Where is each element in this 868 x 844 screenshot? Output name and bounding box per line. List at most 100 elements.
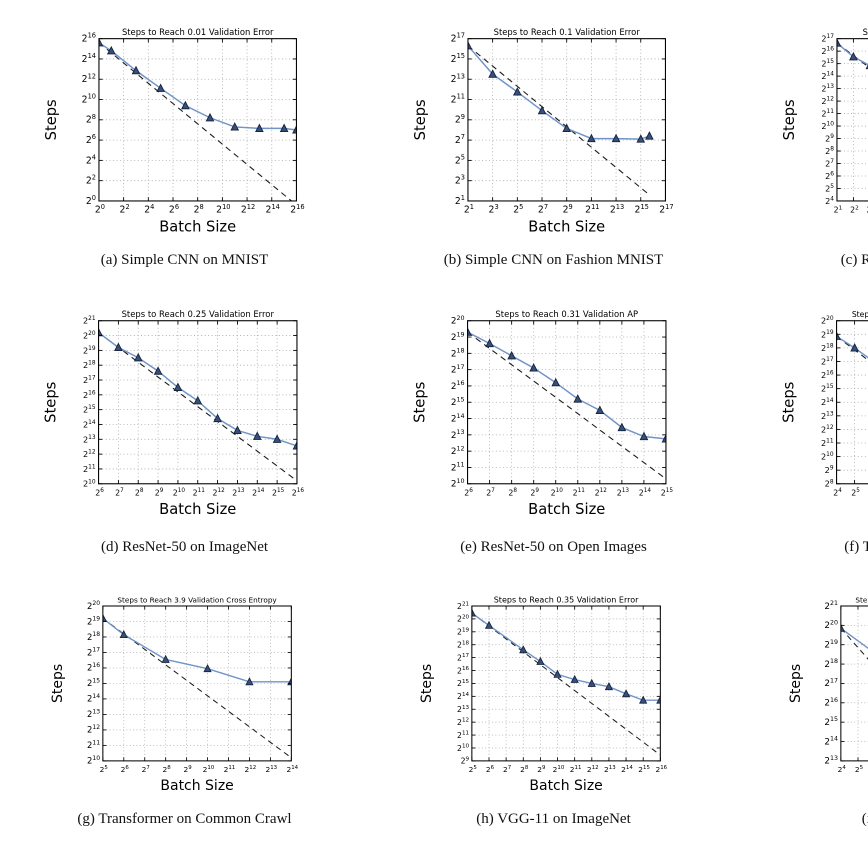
x-tick-label: 29: [530, 488, 539, 497]
x-tick-label: 24: [144, 203, 154, 216]
x-tick-label: 212: [245, 765, 257, 774]
x-tick-label: 214: [252, 488, 265, 497]
perfect-scaling-line: [471, 612, 661, 756]
chart-d-figure: 26 27 28 29 210 211 212 213 214 215 216 210 211 212 21…: [40, 301, 329, 556]
y-tick-label: 212: [821, 96, 834, 106]
y-tick-label: 213: [87, 709, 100, 720]
y-tick-label: 25: [455, 153, 465, 166]
x-tick-label: 215: [635, 203, 649, 216]
steps-line: [471, 612, 661, 701]
chart-e-caption: (e) ResNet-50 on Open Images: [460, 539, 647, 555]
x-tick-label: 210: [553, 765, 565, 774]
y-tick-label: 27: [455, 133, 465, 146]
x-tick-label: 215: [661, 488, 674, 497]
perfect-scaling-line: [98, 332, 297, 482]
x-tick-label: 26: [464, 488, 473, 497]
y-axis-label: Steps: [43, 99, 60, 140]
y-axis-label: Steps: [42, 382, 59, 423]
y-tick-label: 218: [820, 343, 833, 353]
chart-a-figure: 20 22 24 26 28 210 212 214 216 20 22 24 26 28 210 212 21…: [40, 16, 329, 269]
x-tick-label: 213: [610, 203, 624, 216]
x-tick-label: 23: [489, 203, 499, 216]
perfect-scaling-line: [836, 42, 868, 68]
y-tick-label: 214: [82, 52, 96, 65]
x-axis-label: Batch Size: [528, 501, 605, 518]
chart-e-figure: 26 27 28 29 210 211 212 213 214 215 210 211 212 213 21…: [409, 301, 698, 556]
gridlines: [840, 605, 868, 761]
perfect-scaling-line: [840, 627, 868, 661]
y-tick-label: 218: [824, 658, 838, 670]
y-tick-label: 211: [87, 740, 100, 751]
data-point-markers: [836, 331, 868, 365]
data-layer: [467, 40, 654, 196]
y-tick-label: 213: [83, 434, 96, 444]
y-tick-label: 24: [825, 196, 834, 206]
gridlines: [98, 320, 297, 484]
x-tick-label: 210: [216, 203, 230, 216]
chart-h-canvas: 25 26 27 28 29 210 211 212 213 214 215 216 29 210 211 2…: [419, 595, 668, 794]
x-tick-label: 213: [604, 765, 616, 774]
y-tick-label: 25: [825, 183, 834, 193]
chart-c-canvas: 2122232425262728292102112122132425262728…: [780, 27, 868, 215]
y-tick-label: 219: [87, 616, 100, 627]
y-tick-label: 213: [451, 72, 465, 85]
y-tick-label: 213: [451, 428, 465, 441]
y-tick-label: 220: [820, 316, 833, 326]
x-tick-label: 28: [520, 765, 529, 774]
y-tick-label: 211: [457, 731, 469, 740]
chart-b-figure: 21 23 25 27 29 211 213 215 217 21 23 25 27 29 211 213 21…: [409, 16, 698, 269]
y-tick-label: 217: [451, 363, 465, 376]
tick-marks: [836, 38, 854, 202]
y-tick-label: 24: [86, 153, 96, 166]
y-tick-label: 23: [455, 174, 465, 187]
y-tick-label: 211: [83, 464, 96, 474]
chart-h-figure: 25 26 27 28 29 210 211 212 213 214 215 216 29 210 211 2…: [409, 588, 698, 828]
chart-d-caption: (d) ResNet-50 on ImageNet: [100, 539, 269, 555]
y-tick-label: 29: [824, 465, 833, 475]
gridlines: [467, 320, 666, 484]
x-tick-label: 28: [508, 488, 517, 497]
x-tick-label: 212: [595, 488, 608, 497]
perfect-scaling-line: [98, 42, 292, 201]
y-tick-label: 211: [451, 93, 465, 106]
x-tick-label: 27: [115, 488, 124, 497]
x-tick-label: 22: [850, 205, 859, 214]
y-tick-label: 29: [455, 113, 465, 126]
y-axis-label: Steps: [412, 99, 429, 140]
gridlines: [98, 38, 297, 201]
x-tick-label: 20: [95, 203, 105, 216]
tick-marks: [835, 320, 855, 485]
y-tick-label: 215: [821, 59, 834, 69]
chart-i-canvas: 2425262728292102112122132142152132142152…: [787, 595, 868, 774]
y-tick-label: 220: [83, 331, 96, 341]
x-tick-label: 210: [551, 488, 564, 497]
x-tick-label: 214: [639, 488, 652, 497]
y-tick-label: 211: [821, 109, 834, 119]
y-tick-label: 210: [82, 93, 96, 106]
y-tick-label: 213: [820, 411, 833, 421]
x-tick-label: 212: [241, 203, 255, 216]
x-axis-label: Batch Size: [159, 218, 236, 235]
y-tick-label: 212: [82, 72, 96, 85]
figure-row-3: 25 26 27 28 29 210 211 212 213 214 210 211 212 213 214…: [0, 572, 868, 844]
y-tick-label: 217: [83, 375, 96, 385]
tick-marks: [102, 605, 292, 762]
gridlines: [471, 605, 661, 761]
x-tick-label: 21: [464, 203, 474, 216]
y-tick-label: 217: [87, 647, 100, 658]
chart-f-canvas: 2425262728292102112122132142152829210211…: [780, 310, 868, 498]
data-point-markers: [471, 608, 661, 704]
data-point-markers: [98, 38, 297, 134]
y-tick-label: 220: [824, 619, 838, 631]
data-layer: [98, 38, 297, 201]
x-axis-label: Batch Size: [529, 778, 602, 794]
gridlines: [467, 38, 666, 201]
tick-marks: [467, 38, 666, 202]
y-tick-label: 216: [457, 666, 469, 675]
chart-e-canvas: 26 27 28 29 210 211 212 213 214 215 210 211 212 213 21…: [411, 309, 674, 518]
y-tick-label: 217: [824, 678, 838, 690]
x-axis-label: Batch Size: [160, 778, 233, 794]
y-axis-label: Steps: [419, 664, 435, 703]
y-tick-label: 212: [451, 444, 465, 457]
x-tick-label: 215: [638, 765, 650, 774]
